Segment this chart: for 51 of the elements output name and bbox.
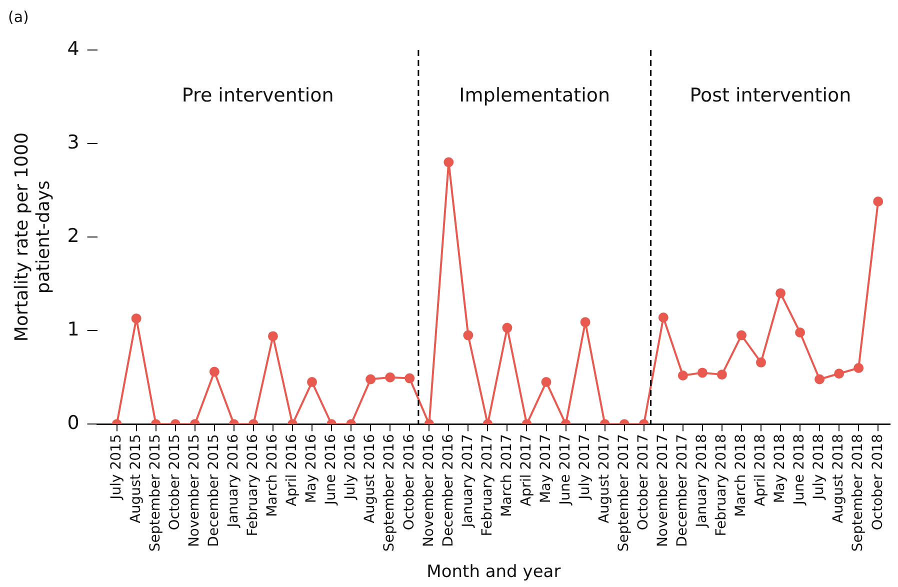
x-tick-label: December 2016 — [440, 434, 456, 547]
x-tick-label: January 2018 — [694, 434, 710, 528]
x-tick-label: December 2017 — [674, 434, 691, 547]
x-tick-label: June 2018 — [792, 434, 808, 506]
x-tick-label: August 2017 — [596, 434, 612, 524]
x-tick-label: September 2016 — [382, 434, 398, 552]
x-tick-label: May 2017 — [538, 434, 554, 504]
x-tick-label: February 2018 — [714, 434, 730, 536]
x-tick-label: April 2018 — [752, 434, 769, 506]
x-tick-label: November 2017 — [655, 434, 672, 548]
x-tick-label: November 2015 — [186, 434, 203, 548]
text: (a) — [8, 8, 29, 26]
x-tick-label: May 2018 — [772, 434, 788, 504]
x-tick-label: August 2018 — [830, 434, 847, 524]
y-tick-label: 2 — [67, 225, 80, 248]
x-tick-label: July 2015 — [108, 434, 124, 500]
x-tick-label: July 2018 — [811, 434, 828, 500]
x-axis-title: Month and year — [426, 562, 561, 582]
x-tick-label: August 2015 — [128, 434, 144, 524]
x-tick-label: December 2015 — [206, 434, 222, 547]
y-axis-title: Mortality rate per 1000 patient-days — [11, 132, 54, 342]
x-tick-label: April 2017 — [518, 434, 534, 506]
x-tick-label: May 2016 — [304, 434, 320, 504]
annotation: Implementation — [459, 84, 610, 107]
x-tick-label: October 2018 — [870, 434, 886, 530]
annotation: Pre intervention — [182, 84, 334, 107]
x-tick-label: July 2016 — [342, 434, 359, 500]
x-tick-label: October 2016 — [401, 434, 418, 530]
x-tick-label: April 2016 — [284, 434, 300, 506]
x-tick-label: March 2016 — [264, 434, 281, 517]
y-tick-label: 0 — [67, 412, 80, 434]
x-tick-label: June 2016 — [323, 434, 340, 506]
x-tick-label: September 2015 — [147, 434, 164, 552]
x-tick-label: September 2018 — [850, 434, 866, 552]
x-tick-label: March 2018 — [733, 434, 750, 517]
x-tick-label: September 2017 — [616, 434, 632, 552]
x-tick-label: October 2017 — [636, 434, 652, 530]
y-tick-label: 4 — [67, 38, 80, 60]
x-tick-label: January 2016 — [226, 434, 242, 528]
x-tick-label: July 2017 — [576, 434, 593, 500]
x-tick-label: March 2017 — [498, 434, 515, 517]
x-tick-label: January 2017 — [460, 434, 476, 528]
x-tick-label: October 2015 — [167, 434, 184, 530]
x-tick-label: February 2017 — [479, 434, 496, 536]
y-tick-label: 1 — [67, 318, 80, 341]
x-tick-label: November 2016 — [420, 434, 437, 548]
annotation: Post intervention — [690, 84, 852, 107]
y-tick-label: 3 — [67, 131, 80, 154]
x-tick-label: February 2016 — [245, 434, 262, 536]
x-tick-label: August 2016 — [362, 434, 378, 524]
x-tick-label: June 2017 — [557, 434, 574, 506]
